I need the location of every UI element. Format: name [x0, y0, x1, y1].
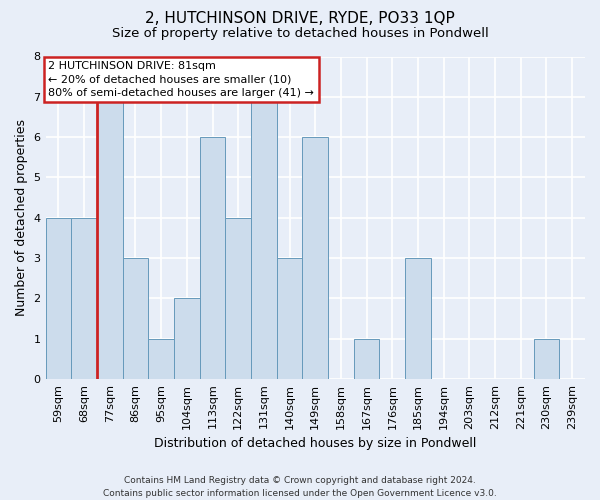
X-axis label: Distribution of detached houses by size in Pondwell: Distribution of detached houses by size …	[154, 437, 476, 450]
Bar	[251, 97, 277, 379]
Bar	[354, 338, 379, 379]
Bar	[97, 97, 122, 379]
Y-axis label: Number of detached properties: Number of detached properties	[15, 119, 28, 316]
Bar	[148, 338, 174, 379]
Bar	[533, 338, 559, 379]
Bar	[46, 218, 71, 379]
Text: 2 HUTCHINSON DRIVE: 81sqm
← 20% of detached houses are smaller (10)
80% of semi-: 2 HUTCHINSON DRIVE: 81sqm ← 20% of detac…	[48, 62, 314, 98]
Text: Size of property relative to detached houses in Pondwell: Size of property relative to detached ho…	[112, 28, 488, 40]
Bar	[226, 218, 251, 379]
Text: Contains HM Land Registry data © Crown copyright and database right 2024.
Contai: Contains HM Land Registry data © Crown c…	[103, 476, 497, 498]
Bar	[200, 137, 226, 379]
Bar	[405, 258, 431, 379]
Bar	[302, 137, 328, 379]
Bar	[122, 258, 148, 379]
Bar	[174, 298, 200, 379]
Bar	[277, 258, 302, 379]
Text: 2, HUTCHINSON DRIVE, RYDE, PO33 1QP: 2, HUTCHINSON DRIVE, RYDE, PO33 1QP	[145, 11, 455, 26]
Bar	[71, 218, 97, 379]
